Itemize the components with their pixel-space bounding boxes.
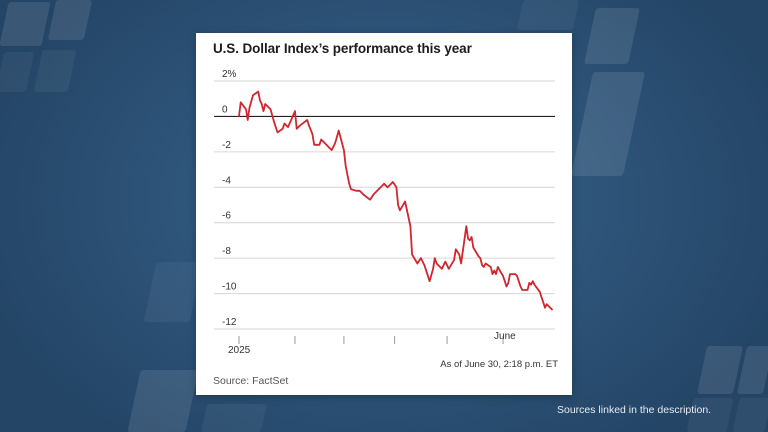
chart-card: U.S. Dollar Index’s performance this yea…: [196, 33, 572, 395]
source-note: Source: FactSet: [213, 375, 289, 387]
line-chart: 2% 0 -2 -4 -6 -8 -10 -12 2025 June: [214, 69, 555, 356]
y-tick-label: 0: [222, 104, 228, 115]
y-tick-label: -6: [222, 211, 231, 222]
y-tick-label: 2%: [222, 69, 237, 80]
decorative-tile: [732, 398, 768, 432]
decorative-tile: [516, 0, 580, 30]
x-tick-label: June: [494, 331, 516, 342]
as-of-note: As of June 30, 2:18 p.m. ET: [440, 359, 558, 370]
series-line-dollar-index: [238, 90, 553, 311]
y-tick-label: -2: [222, 140, 231, 151]
y-tick-label: -10: [222, 282, 237, 293]
y-tick-label: -12: [222, 317, 237, 328]
chart-title: U.S. Dollar Index’s performance this yea…: [213, 41, 472, 56]
y-tick-label: -4: [222, 175, 231, 186]
description-footnote: Sources linked in the description.: [557, 404, 712, 416]
y-tick-label: -8: [222, 246, 231, 257]
decorative-tile: [201, 404, 267, 432]
x-tick-label: 2025: [228, 345, 251, 356]
